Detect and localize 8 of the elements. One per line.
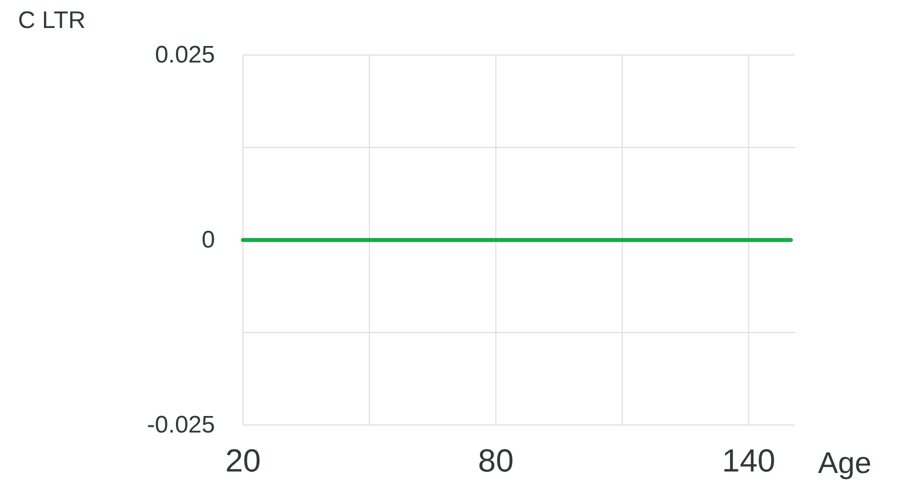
x-tick-label: 80 [478,442,514,479]
y-tick-label: 0.025 [154,42,215,69]
y-axis-title: C LTR [18,7,86,34]
x-axis-title: Age [818,447,872,480]
x-tick-label: 20 [225,442,261,479]
x-tick-label: 140 [722,442,776,479]
y-tick-label: -0.025 [146,412,215,439]
y-tick-label: 0 [202,226,215,254]
